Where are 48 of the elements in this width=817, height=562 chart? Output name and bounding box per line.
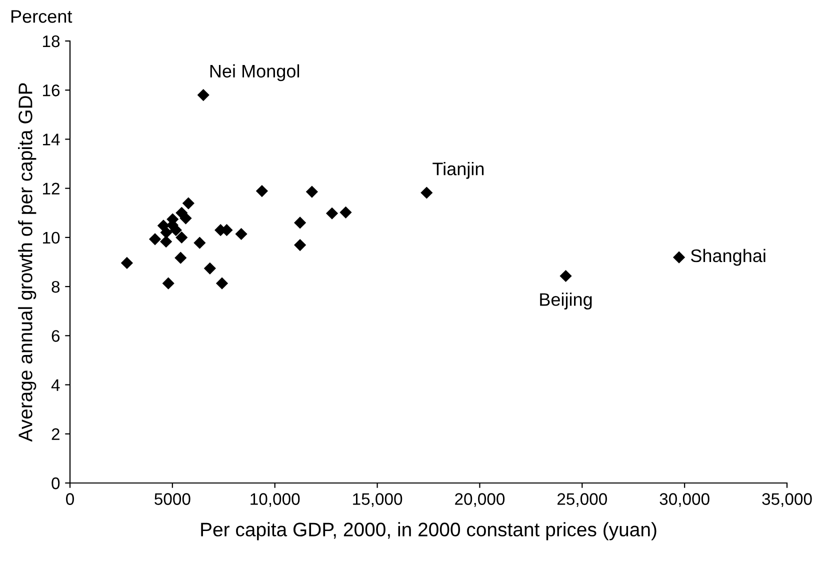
point: [197, 88, 210, 102]
x-tick-label: 25,000: [557, 493, 607, 507]
y-tick-label: 12: [43, 182, 60, 194]
point: [176, 231, 188, 244]
point: [340, 206, 352, 218]
y-tick-label: 14: [43, 134, 60, 146]
point: [294, 216, 306, 229]
y-tick-label: 8: [52, 280, 60, 293]
x-tick-label: 20,000: [455, 493, 505, 507]
point: [120, 256, 134, 270]
point: [672, 251, 686, 264]
point: [160, 226, 172, 239]
x-tick-label: 15,000: [353, 493, 402, 507]
x-tick-label: 5000: [154, 493, 190, 505]
point: [180, 212, 192, 224]
point: [256, 184, 268, 198]
point: [235, 228, 248, 240]
x-tick-label: 30,000: [660, 493, 710, 507]
y-tick-label: 10: [43, 232, 60, 244]
point: [560, 270, 572, 282]
x-axis-title: Per capita GDP, 2000, in 2000 constant prices (yuan): [201, 522, 656, 540]
point: [182, 197, 194, 210]
point: [204, 262, 216, 274]
point: [326, 207, 338, 220]
point: [162, 277, 174, 290]
point: [216, 277, 228, 290]
chart-title: Percent: [11, 10, 72, 23]
x-tick-label: 35,000: [762, 493, 812, 507]
annotation: Beijing: [540, 292, 592, 310]
point: [420, 186, 433, 199]
y-tick-label: 18: [43, 35, 60, 48]
x-tick-label: 10,000: [250, 493, 300, 507]
annotation: Nei Mongol: [210, 64, 300, 82]
point: [160, 236, 172, 248]
y-tick-label: 2: [52, 428, 60, 440]
y-tick-label: 16: [43, 84, 60, 96]
point: [294, 239, 306, 252]
y-tick-label: 6: [52, 330, 60, 342]
point: [194, 236, 206, 249]
point: [174, 252, 187, 264]
annotation: Shanghai: [690, 248, 766, 266]
point: [306, 186, 318, 198]
x-tick-label: 0: [66, 493, 74, 505]
y-tick-label: 4: [51, 379, 60, 391]
annotation: Tianjin: [432, 162, 484, 179]
point: [148, 233, 162, 246]
y-axis-title: Average annual growth of per capita GDP: [18, 83, 36, 442]
y-tick-label: 0: [52, 477, 60, 490]
